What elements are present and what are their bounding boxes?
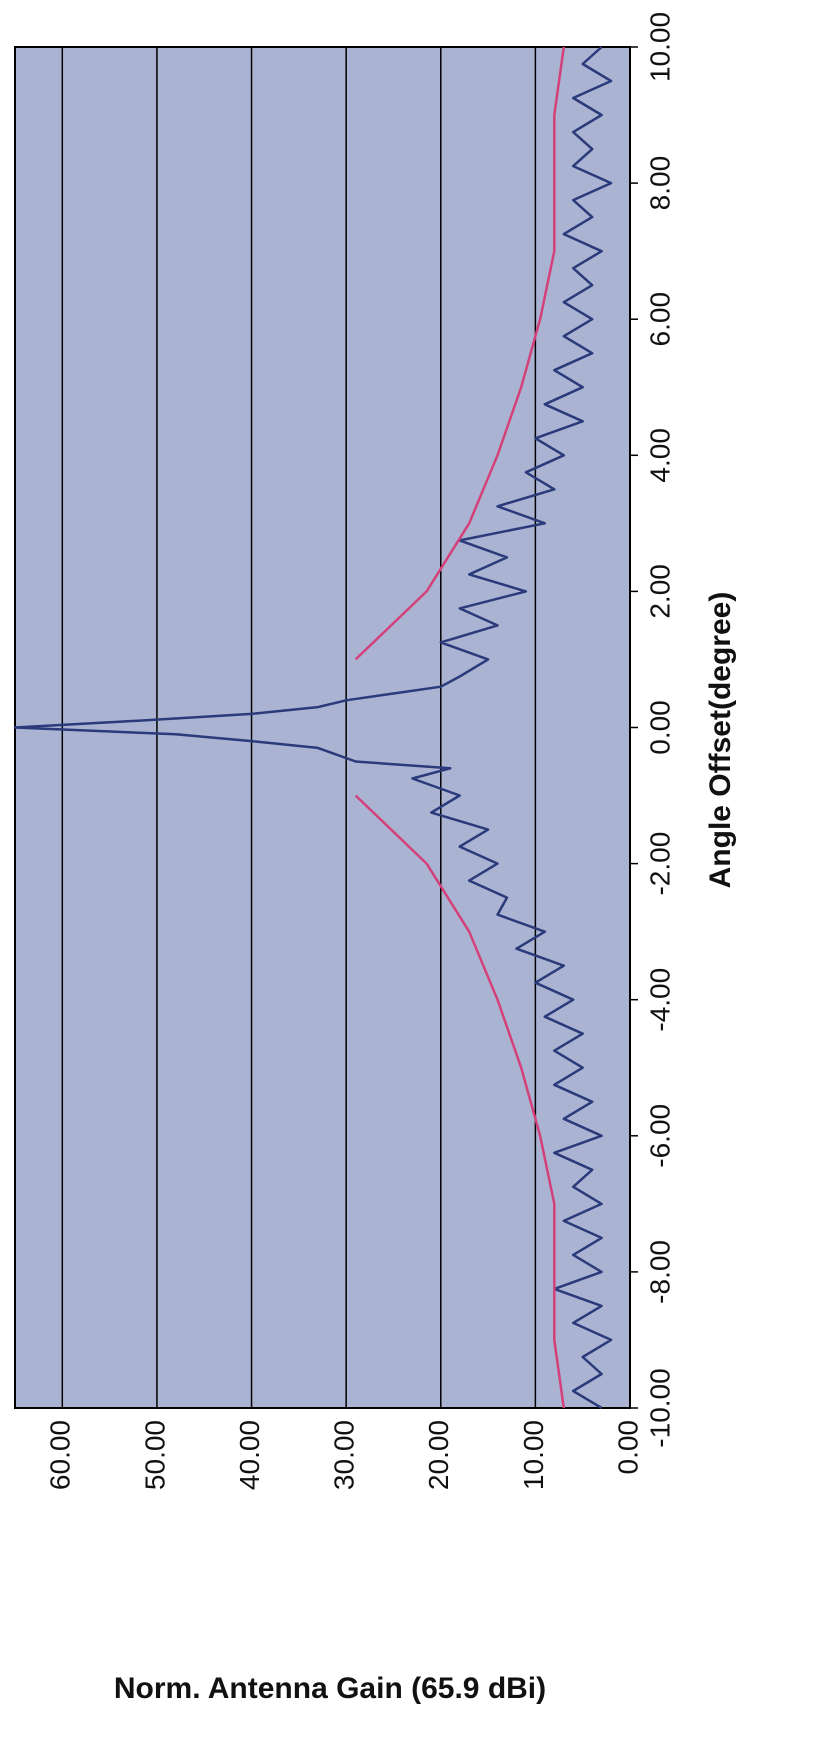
x-tick-label: -4.00 xyxy=(644,968,675,1032)
x-tick-label: 8.00 xyxy=(644,156,675,211)
x-tick-label: 6.00 xyxy=(644,292,675,347)
x-tick-label: 2.00 xyxy=(644,564,675,619)
x-tick-label: 4.00 xyxy=(644,428,675,483)
y-tick-label: 30.00 xyxy=(329,1420,360,1490)
x-tick-label: 0.00 xyxy=(644,700,675,755)
y-tick-label: 10.00 xyxy=(518,1420,549,1490)
plot-area xyxy=(15,47,630,1408)
y-tick-label: 20.00 xyxy=(423,1420,454,1490)
y-axis-title: Norm. Antenna Gain (65.9 dBi) xyxy=(114,1672,546,1705)
x-tick-label: -8.00 xyxy=(644,1240,675,1304)
x-axis-title: Angle Offset(degree) xyxy=(704,592,737,889)
series-line xyxy=(354,46,566,1409)
x-tick-label: 10.00 xyxy=(644,12,675,82)
y-tick-label: 40.00 xyxy=(234,1420,265,1490)
y-tick-label: 50.00 xyxy=(139,1420,170,1490)
series-line xyxy=(13,46,613,1410)
x-tick-label: -2.00 xyxy=(644,832,675,896)
y-tick-label: 60.00 xyxy=(45,1420,76,1490)
x-tick-label: -6.00 xyxy=(644,1104,675,1168)
x-tick-label: -10.00 xyxy=(644,1368,675,1447)
y-tick-label: 0.00 xyxy=(612,1420,643,1475)
